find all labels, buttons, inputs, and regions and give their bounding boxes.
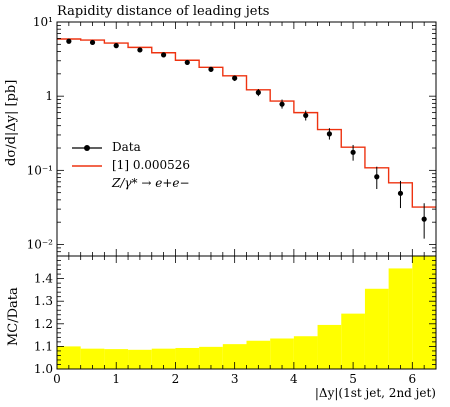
ratio-bar (317, 324, 342, 369)
legend-label-data: Data (112, 140, 141, 154)
x-tick-label: 0 (53, 372, 61, 386)
y-axis-label-ratio: MC/Data (6, 287, 21, 346)
x-axis-label: |Δy|(1st jet, 2nd jet) (314, 386, 436, 400)
ratio-bar (175, 347, 200, 369)
ratio-bar (388, 268, 413, 369)
ratio-bar (412, 256, 436, 369)
y-tick-label-ratio: 1.4 (34, 272, 53, 286)
data-point (279, 101, 285, 107)
mc-step-line (57, 38, 436, 208)
legend-label-process: Z/γ* → e+e− (112, 176, 190, 190)
data-point (397, 190, 404, 196)
ratio-bar (57, 346, 81, 369)
y-tick-label-ratio: 1.3 (34, 294, 53, 308)
data-point (208, 66, 214, 72)
y-tick-label-top: 10¹ (33, 15, 53, 29)
ratio-bar (270, 338, 294, 369)
ratio-bar (128, 349, 152, 369)
ratio-bar (341, 313, 365, 369)
distribution-plot: 10¹ 1 10⁻¹ 10⁻² (27, 15, 437, 257)
data-point (66, 38, 72, 44)
ratio-bar (293, 336, 318, 369)
legend-markers (72, 145, 102, 167)
ratio-bar (364, 288, 389, 369)
y-tick-label-top: 10⁻² (27, 238, 54, 252)
y-tick-label-ratio: 1.1 (34, 339, 53, 353)
top-plot-frame (56, 21, 437, 257)
legend-label-mc: [1] 0.000526 (112, 158, 191, 172)
data-point (160, 52, 167, 58)
data-point (303, 112, 309, 119)
data-point (350, 149, 356, 155)
y-axis-label-top: dσ/d|Δy| [pb] (4, 79, 19, 166)
ratio-bar (199, 346, 223, 369)
data-point (374, 174, 380, 180)
x-tick-label: 3 (231, 372, 239, 386)
ratio-plot: 0 1 2 3 4 5 6 1.0 1.1 1.2 1.3 1.4 (34, 255, 437, 386)
data-point (89, 39, 96, 46)
data-point (232, 75, 238, 81)
ratio-bar (246, 340, 271, 369)
legend-data-marker (84, 145, 90, 151)
x-tick-label: 2 (172, 372, 180, 386)
ratio-bar (151, 348, 176, 369)
y-tick-label-top: 10⁻¹ (27, 163, 53, 177)
data-point (184, 59, 190, 66)
ratio-bar (104, 349, 129, 369)
data-point (421, 216, 427, 222)
data-point (326, 131, 333, 137)
x-tick-label: 6 (408, 372, 416, 386)
data-point (137, 47, 143, 53)
ratio-bar (222, 344, 247, 369)
x-tick-label: 5 (349, 372, 357, 386)
data-point (113, 43, 119, 49)
chart-title: Rapidity distance of leading jets (57, 4, 270, 19)
x-tick-label: 1 (112, 372, 120, 386)
x-tick-label: 4 (290, 372, 298, 386)
y-tick-label-top: 1 (45, 89, 53, 103)
ratio-bar (80, 348, 105, 369)
y-tick-label-ratio: 1.0 (34, 362, 53, 376)
data-point (255, 89, 261, 96)
y-tick-label-ratio: 1.2 (34, 317, 53, 331)
